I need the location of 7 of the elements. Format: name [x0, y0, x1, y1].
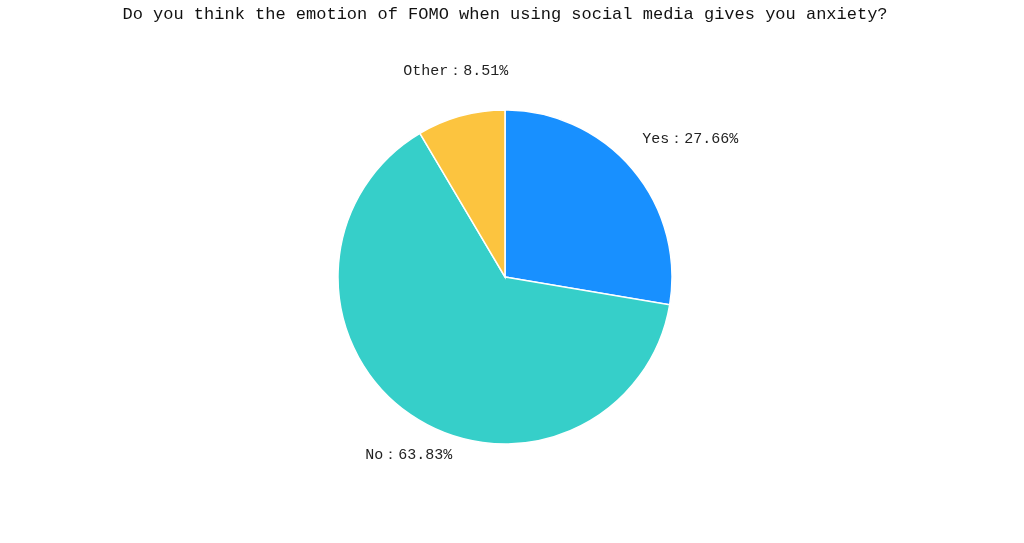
chart-title: Do you think the emotion of FOMO when using social media gives you anxiety? — [122, 5, 888, 24]
data-label: ：8.51% — [448, 62, 510, 80]
slice-label: Yes — [642, 131, 670, 149]
slice-label: No — [365, 447, 384, 465]
data-label: ：63.83% — [383, 447, 454, 465]
data-label: ：27.66% — [669, 131, 740, 149]
slice-label: Other — [403, 62, 449, 80]
